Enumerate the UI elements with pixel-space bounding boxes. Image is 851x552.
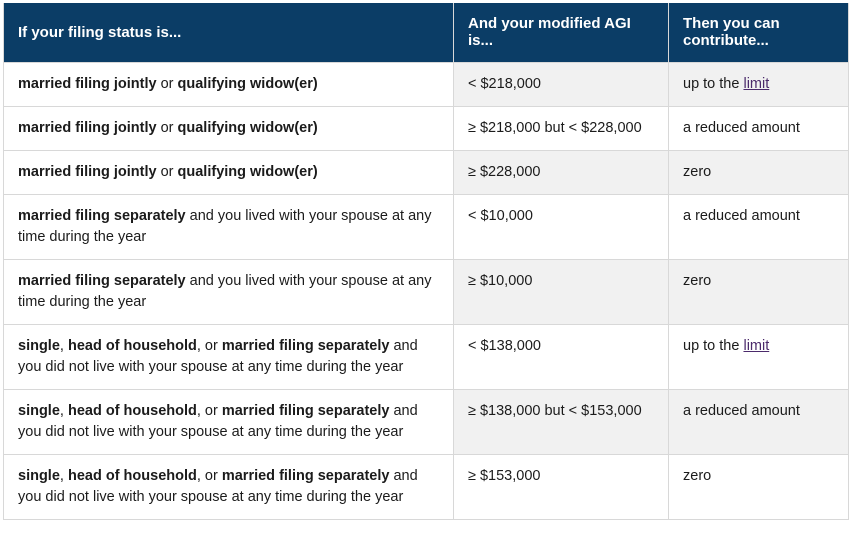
table-row: married filing jointly or qualifying wid… [4,63,849,107]
cell-status: married filing jointly or qualifying wid… [4,151,454,195]
table-row: single, head of household, or married fi… [4,455,849,520]
table-row: single, head of household, or married fi… [4,390,849,455]
table-row: married filing jointly or qualifying wid… [4,151,849,195]
limit-link[interactable]: limit [743,76,769,92]
cell-contrib: a reduced amount [669,195,849,260]
cell-agi: ≥ $10,000 [454,260,669,325]
cell-contrib: a reduced amount [669,390,849,455]
cell-agi: ≥ $153,000 [454,455,669,520]
cell-agi: < $10,000 [454,195,669,260]
cell-agi: < $138,000 [454,325,669,390]
contrib-prefix: up to the [683,338,743,354]
cell-agi: ≥ $228,000 [454,151,669,195]
col-header-agi: And your modified AGI is... [454,3,669,63]
cell-status: single, head of household, or married fi… [4,455,454,520]
cell-status: married filing jointly or qualifying wid… [4,63,454,107]
table-row: married filing jointly or qualifying wid… [4,107,849,151]
contribution-limits-table: If your filing status is... And your mod… [3,3,849,520]
contrib-prefix: up to the [683,76,743,92]
table-header-row: If your filing status is... And your mod… [4,3,849,63]
cell-agi: ≥ $218,000 but < $228,000 [454,107,669,151]
cell-contrib: up to the limit [669,63,849,107]
col-header-contrib: Then you can contribute... [669,3,849,63]
col-header-status: If your filing status is... [4,3,454,63]
table-row: single, head of household, or married fi… [4,325,849,390]
cell-contrib: a reduced amount [669,107,849,151]
cell-contrib: up to the limit [669,325,849,390]
cell-status: single, head of household, or married fi… [4,390,454,455]
cell-agi: ≥ $138,000 but < $153,000 [454,390,669,455]
limit-link[interactable]: limit [743,338,769,354]
table-row: married filing separately and you lived … [4,195,849,260]
cell-agi: < $218,000 [454,63,669,107]
cell-contrib: zero [669,151,849,195]
table-row: married filing separately and you lived … [4,260,849,325]
cell-status: single, head of household, or married fi… [4,325,454,390]
cell-status: married filing separately and you lived … [4,195,454,260]
cell-contrib: zero [669,260,849,325]
cell-contrib: zero [669,455,849,520]
cell-status: married filing separately and you lived … [4,260,454,325]
cell-status: married filing jointly or qualifying wid… [4,107,454,151]
